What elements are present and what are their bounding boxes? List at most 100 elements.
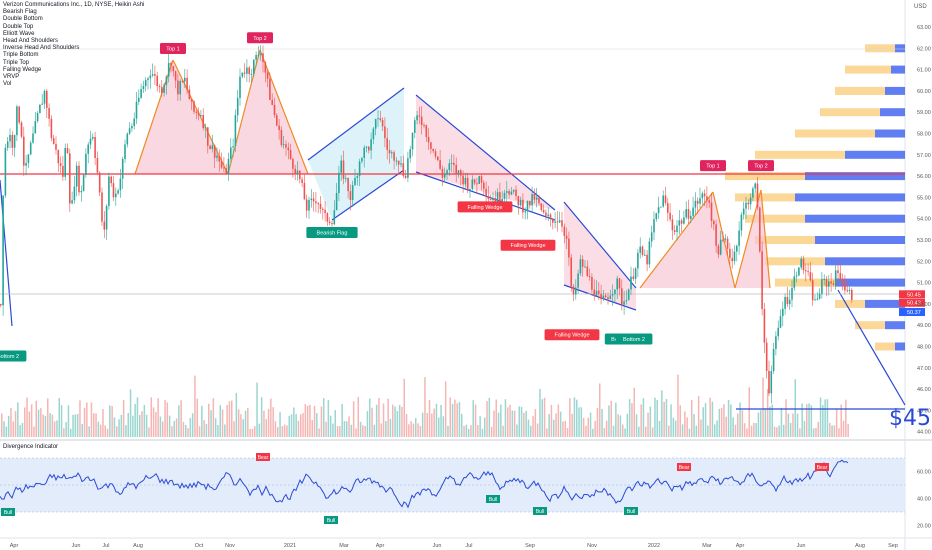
volume-bar (695, 425, 698, 437)
volume-bar (274, 421, 277, 437)
osc-signal-label: Bull (627, 509, 635, 515)
candle-body (377, 118, 379, 120)
volume-bar (99, 424, 102, 437)
volume-bar (470, 425, 472, 437)
candle-body (420, 116, 423, 126)
candle-body (216, 155, 218, 158)
candle-body (517, 196, 520, 206)
volume-bar (254, 426, 256, 437)
candle-body (581, 259, 584, 267)
pattern-label: Bottom 2 (623, 337, 645, 343)
candle-body (554, 221, 556, 223)
volume-bar (86, 402, 88, 437)
volume-bar (283, 424, 286, 437)
volume-bar (341, 403, 343, 437)
volume-bar (355, 428, 357, 437)
candle-body (69, 153, 71, 204)
candle-body (151, 74, 154, 76)
volume-bar (534, 409, 537, 437)
price-tag (899, 298, 925, 307)
volume-profile-up (885, 321, 905, 330)
legend-item[interactable]: Bearish Flag (3, 9, 37, 16)
legend-item[interactable]: Inverse Head And Shoulders (3, 45, 80, 52)
volume-bar (224, 424, 226, 437)
candle-body (57, 149, 60, 164)
candle-body (181, 80, 184, 82)
pattern-label-box (0, 350, 27, 362)
candle-body (784, 296, 786, 309)
x-tick-label: Jun (72, 543, 81, 549)
volume-bar (297, 420, 300, 437)
volume-bar (716, 420, 718, 437)
candle-body (448, 163, 451, 171)
legend-item[interactable]: Triple Top (3, 59, 30, 66)
candle-body (627, 289, 630, 301)
candle-body (793, 276, 796, 288)
candle-body (526, 200, 529, 212)
candle-body (248, 67, 250, 75)
candle-body (200, 115, 202, 117)
candle-body (508, 191, 510, 195)
osc-signal-box (677, 463, 691, 471)
x-tick-label: Sep (888, 543, 898, 549)
volume-bar (536, 423, 539, 437)
candle-body (411, 132, 414, 150)
pattern-label: Bearish Flag (317, 230, 348, 236)
legend-item[interactable]: Vol (3, 81, 12, 88)
volume-bar (513, 410, 516, 437)
volume-profile-up (891, 65, 905, 74)
volume-bar (309, 404, 311, 437)
candle-body (218, 155, 221, 162)
candle-body (2, 195, 4, 306)
legend-item[interactable]: Falling Wedge (3, 66, 42, 73)
candle-body (430, 142, 432, 149)
candle-body (724, 238, 727, 240)
legend-item[interactable]: VRVP (3, 74, 20, 81)
candle-body (48, 108, 50, 119)
volume-bar (311, 419, 313, 437)
osc-signal-label: Bull (4, 510, 12, 516)
legend-item[interactable]: Triple Bottom (3, 52, 39, 59)
volume-bar (596, 408, 599, 437)
legend-item[interactable]: Head And Shoulders (3, 38, 59, 45)
candle-body (342, 160, 345, 179)
candle-body (154, 74, 156, 76)
candle-body (814, 299, 816, 301)
volume-bar (566, 428, 569, 437)
legend-item[interactable]: Double Top (3, 23, 34, 30)
volume-bar (60, 405, 63, 437)
candle-body (565, 235, 568, 239)
candle-body (632, 276, 635, 279)
candle-body (374, 119, 377, 129)
candle-body (529, 200, 531, 206)
volume-profile-up (895, 44, 905, 53)
candle-body (690, 215, 692, 219)
price-annotation: $45 (889, 406, 931, 431)
volume-bar (720, 407, 723, 437)
volume-profile-down (845, 65, 891, 74)
candle-body (772, 348, 775, 372)
candle-body (828, 281, 830, 287)
legend-item[interactable]: Elliott Wave (3, 30, 35, 37)
volume-bar (787, 413, 790, 437)
volume-bar (249, 428, 251, 437)
y-tick-label: 48.00 (917, 345, 931, 351)
volume-bar (686, 417, 688, 437)
candle-body (777, 327, 779, 337)
y-tick-label: 45.00 (917, 408, 931, 414)
candle-body (361, 157, 363, 162)
candle-body (423, 125, 425, 127)
volume-bar (102, 409, 104, 437)
legend-item[interactable]: Double Bottom (3, 16, 43, 23)
volume-bar (557, 404, 560, 437)
price-tag-label: 50.45 (907, 292, 921, 298)
candle-body (637, 252, 639, 269)
volume-bar (674, 420, 677, 437)
pattern-label: Top 2 (754, 164, 767, 170)
candle-body (16, 106, 18, 136)
candle-body (540, 203, 543, 210)
volume-bar (159, 416, 162, 437)
volume-bar (233, 421, 235, 437)
volume-bar (332, 423, 334, 437)
